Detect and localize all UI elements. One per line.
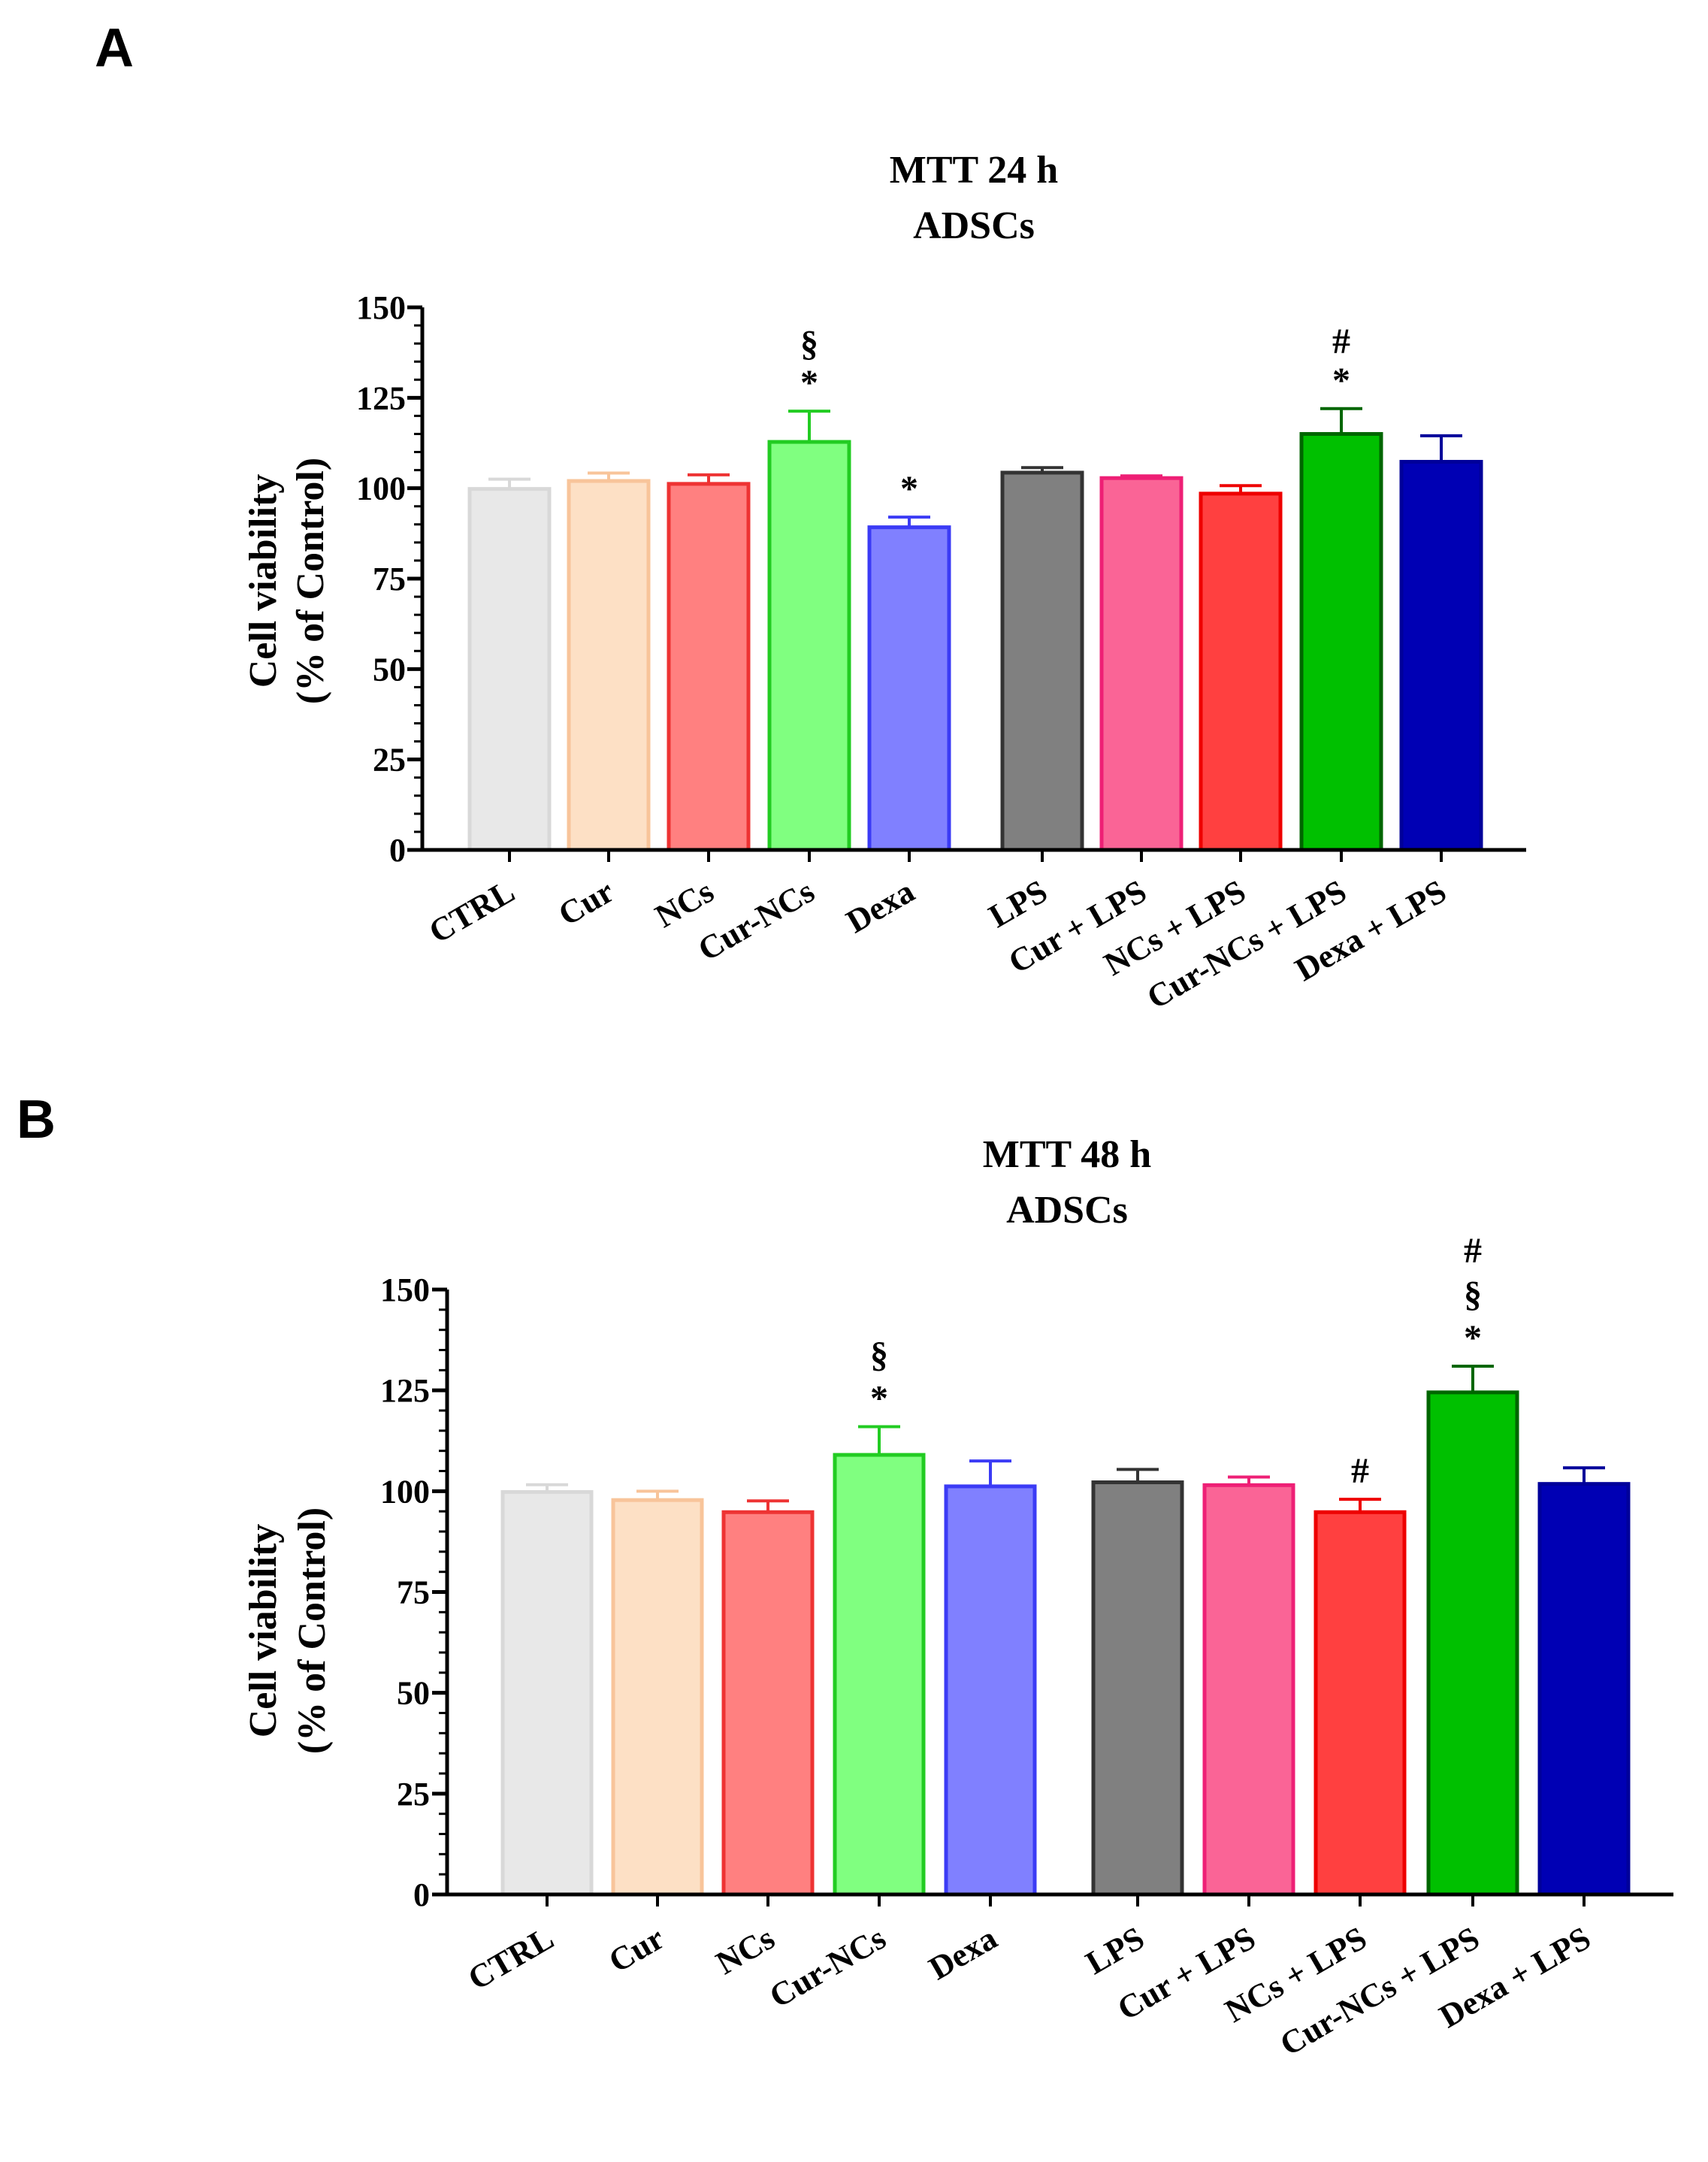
chart-subtitle-a: ADSCs: [913, 204, 1035, 247]
y-tick-label: 125: [380, 1372, 430, 1409]
x-tick-label: LPS: [1080, 1919, 1150, 1982]
y-axis-label-b: Cell viability: [242, 1524, 285, 1738]
bar-cur-ncs-lps: [1426, 1390, 1519, 1897]
x-tick-label: CTRL: [423, 872, 521, 951]
bar-cur-lps: [1099, 476, 1184, 852]
x-tick-label: Dexa: [840, 872, 921, 940]
y-tick-label: 150: [356, 289, 406, 326]
chart-title-b: MTT 48 h: [983, 1133, 1152, 1176]
panel-letter-a: A: [95, 18, 134, 78]
y-axis-label-a: Cell viability: [242, 474, 285, 688]
significance-marker: *: [1464, 1318, 1482, 1358]
bar-cur-ncs: [767, 440, 851, 852]
x-tick-label: CTRL: [462, 1919, 560, 1997]
bar-dexa-lps: [1399, 460, 1483, 852]
bar-cur: [567, 479, 651, 852]
significance-marker: #: [1464, 1231, 1482, 1271]
y-tick-label: 25: [373, 742, 406, 779]
x-tick-label: Cur: [603, 1919, 670, 1979]
y-tick-label: 50: [397, 1675, 430, 1712]
bar-dexa: [867, 525, 951, 852]
bar-ncs: [721, 1510, 815, 1897]
y-tick-label: 75: [397, 1574, 430, 1611]
bar-cur-ncs: [833, 1453, 926, 1897]
significance-marker: *: [800, 363, 818, 403]
significance-marker: *: [1332, 361, 1350, 401]
panel-a: A MTT 24 h ADSCs Cell viability (% of Co…: [95, 18, 1526, 1016]
bar-ncs-lps: [1313, 1510, 1407, 1897]
bar-lps: [1000, 470, 1084, 852]
bar-ctrl: [500, 1489, 594, 1897]
significance-marker: *: [900, 469, 918, 509]
y-tick-label: 100: [356, 470, 406, 507]
significance-marker: §: [1464, 1275, 1482, 1314]
panel-b: B MTT 48 h ADSCs Cell viability (% of Co…: [17, 1090, 1673, 2063]
bar-lps: [1091, 1480, 1184, 1897]
significance-marker: §: [870, 1335, 888, 1374]
y-tick-label: 50: [373, 651, 406, 688]
y-tick-label: 75: [373, 561, 406, 597]
significance-marker: #: [1332, 322, 1350, 361]
bar-ncs-lps: [1199, 491, 1283, 852]
panel-letter-b: B: [17, 1090, 56, 1150]
x-tick-label: Cur-NCs: [763, 1919, 892, 2015]
chart-subtitle-b: ADSCs: [1006, 1189, 1128, 1232]
bar-dexa-lps: [1537, 1482, 1631, 1897]
bar-dexa: [944, 1484, 1037, 1897]
y-tick-label: 150: [380, 1271, 430, 1308]
bar-ctrl: [467, 487, 552, 852]
bar-cur-ncs-lps: [1299, 431, 1383, 852]
x-tick-label: Dexa: [923, 1919, 1003, 1987]
x-tick-label: NCs: [710, 1919, 781, 1982]
x-tick-label: Cur: [552, 872, 620, 933]
significance-marker: §: [800, 324, 818, 364]
y-tick-label: 125: [356, 379, 406, 416]
y-axis-label2-a: (% of Control): [289, 458, 332, 704]
bar-ncs: [667, 482, 751, 852]
significance-marker: *: [870, 1378, 888, 1418]
y-tick-label: 25: [397, 1776, 430, 1813]
y-axis-label2-b: (% of Control): [291, 1507, 334, 1754]
x-tick-label: Cur-NCs: [692, 872, 821, 968]
chart-title-a: MTT 24 h: [890, 149, 1059, 192]
y-tick-label: 0: [413, 1876, 430, 1913]
y-tick-label: 100: [380, 1473, 430, 1510]
significance-marker: #: [1351, 1451, 1369, 1491]
bar-cur-lps: [1202, 1483, 1295, 1897]
bar-cur: [611, 1498, 704, 1897]
y-tick-label: 0: [389, 832, 406, 869]
